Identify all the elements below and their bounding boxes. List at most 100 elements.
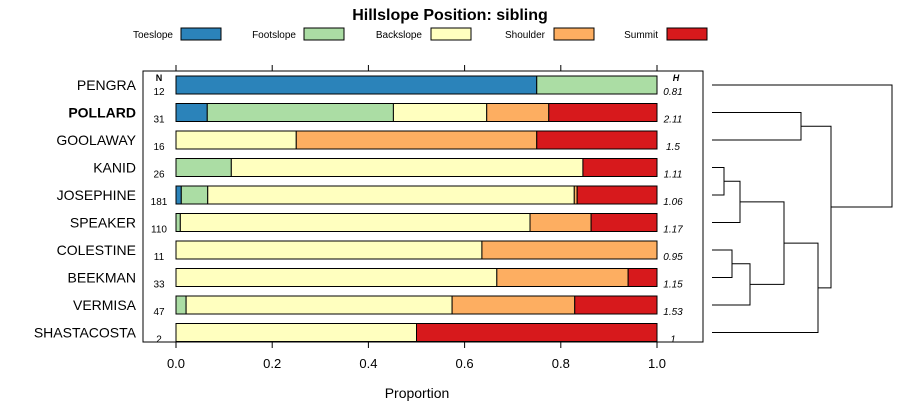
n-value: 33 <box>153 280 165 291</box>
h-value: 1.15 <box>663 280 683 291</box>
h-value: 1.5 <box>666 142 680 153</box>
h-value: 1.17 <box>663 225 683 236</box>
bar-segment-backslope <box>175 268 498 287</box>
bar-row: POLLARD 31 2.11 <box>68 103 683 126</box>
bar-row: KANID 26 1.11 <box>93 158 683 181</box>
bar-segment-toeslope <box>175 103 208 122</box>
h-value: 1 <box>670 335 676 346</box>
bar-segment-summit <box>574 295 658 315</box>
bar-segment-footslope <box>536 75 658 95</box>
bar-segment-shoulder <box>481 240 658 260</box>
n-value: 12 <box>153 87 165 98</box>
category-label: KANID <box>93 160 136 176</box>
n-value: 181 <box>151 197 168 208</box>
h-value: 1.53 <box>663 307 683 318</box>
bar-segment-summit <box>576 185 658 205</box>
n-value: 31 <box>153 115 165 126</box>
legend-swatch <box>303 27 345 41</box>
bar-segment-backslope <box>230 158 584 177</box>
legend: Toeslope Footslope Backslope Shoulder Summit <box>133 27 708 41</box>
x-axis: 0.0 0.2 0.4 0.6 0.8 1.0 <box>167 65 666 371</box>
legend-swatch <box>180 27 222 41</box>
x-tick-label: 0.0 <box>167 356 185 371</box>
category-label: POLLARD <box>68 105 136 121</box>
bar-segment-toeslope <box>175 75 538 95</box>
dendrogram-branch <box>712 263 751 306</box>
bar-segment-shoulder <box>451 295 576 315</box>
bar-segment-footslope <box>175 158 232 177</box>
x-tick-label: 1.0 <box>648 356 666 371</box>
category-label: PENGRA <box>77 77 137 93</box>
n-value: 110 <box>151 225 167 236</box>
bar-segment-shoulder <box>496 268 629 287</box>
bar-segment-backslope <box>207 185 575 205</box>
category-label: COLESTINE <box>57 242 136 258</box>
category-label: BEEKMAN <box>68 270 136 286</box>
dendrogram-branch <box>712 167 725 196</box>
x-tick-label: 0.2 <box>263 356 281 371</box>
n-value: 2 <box>156 335 162 346</box>
bar-row: GOOLAWAY 16 1.5 <box>56 130 680 153</box>
dendrogram-branch <box>712 242 819 333</box>
bar-row: PENGRA 12 0.81 <box>77 75 683 98</box>
bar-segment-backslope <box>185 295 453 315</box>
category-label: VERMISA <box>73 297 137 313</box>
h-header: H <box>673 73 680 83</box>
h-value: 1.11 <box>664 170 683 181</box>
bar-segment-backslope <box>175 130 297 150</box>
bar-row: VERMISA 47 1.53 <box>73 295 683 318</box>
bar-row: JOSEPHINE 181 1.06 <box>57 185 683 208</box>
legend-swatch <box>553 27 595 41</box>
bar-segment-summit <box>582 158 658 177</box>
h-value: 1.06 <box>663 197 683 208</box>
bar-segment-backslope <box>175 240 483 260</box>
chart-title: Hillslope Position: sibling <box>352 7 548 24</box>
n-value: 16 <box>153 142 165 153</box>
legend-label: Summit <box>624 30 658 41</box>
legend-label: Backslope <box>376 30 423 41</box>
bar-segment-backslope <box>392 103 488 122</box>
n-value: 11 <box>154 252 165 263</box>
bar-row: SPEAKER 110 1.17 <box>70 213 683 236</box>
legend-swatch <box>430 27 472 41</box>
bar-segment-summit <box>548 103 658 122</box>
bar-segment-summit <box>536 130 658 150</box>
bar-segment-backslope <box>175 323 417 342</box>
bar-segment-shoulder <box>486 103 550 122</box>
h-value: 0.81 <box>663 87 682 98</box>
bar-segment-toeslope <box>175 185 182 205</box>
bar-segment-footslope <box>175 213 181 232</box>
legend-label: Footslope <box>252 30 296 41</box>
x-tick-label: 0.6 <box>456 356 474 371</box>
bar-segment-shoulder <box>295 130 538 150</box>
bar-segment-footslope <box>206 103 394 122</box>
legend-swatch <box>666 27 708 41</box>
category-label: SPEAKER <box>70 215 136 231</box>
n-value: 26 <box>153 170 165 181</box>
dendrogram-branch <box>712 84 893 208</box>
dendrogram-branch <box>740 201 785 285</box>
dendrogram <box>712 84 893 333</box>
dendrogram-branch <box>712 112 802 141</box>
bar-segment-backslope <box>179 213 531 232</box>
category-label: JOSEPHINE <box>57 187 136 203</box>
dendrogram-branch <box>801 125 832 289</box>
category-label: GOOLAWAY <box>56 132 136 148</box>
bar-segment-shoulder <box>529 213 592 232</box>
bar-row: BEEKMAN 33 1.15 <box>68 268 683 291</box>
bar-segment-summit <box>627 268 658 287</box>
legend-label: Toeslope <box>133 30 173 41</box>
bar-segment-summit <box>590 213 658 232</box>
bar-segment-summit <box>416 323 658 342</box>
n-header: N <box>156 73 163 83</box>
dendrogram-branch <box>712 180 741 223</box>
bar-row: COLESTINE 11 0.95 <box>57 240 683 263</box>
category-label: SHASTACOSTA <box>34 325 137 341</box>
bar-segment-footslope <box>180 185 209 205</box>
legend-label: Shoulder <box>505 30 546 41</box>
x-axis-label: Proportion <box>385 385 450 401</box>
dendrogram-branch <box>712 249 733 278</box>
h-value: 2.11 <box>663 115 683 126</box>
